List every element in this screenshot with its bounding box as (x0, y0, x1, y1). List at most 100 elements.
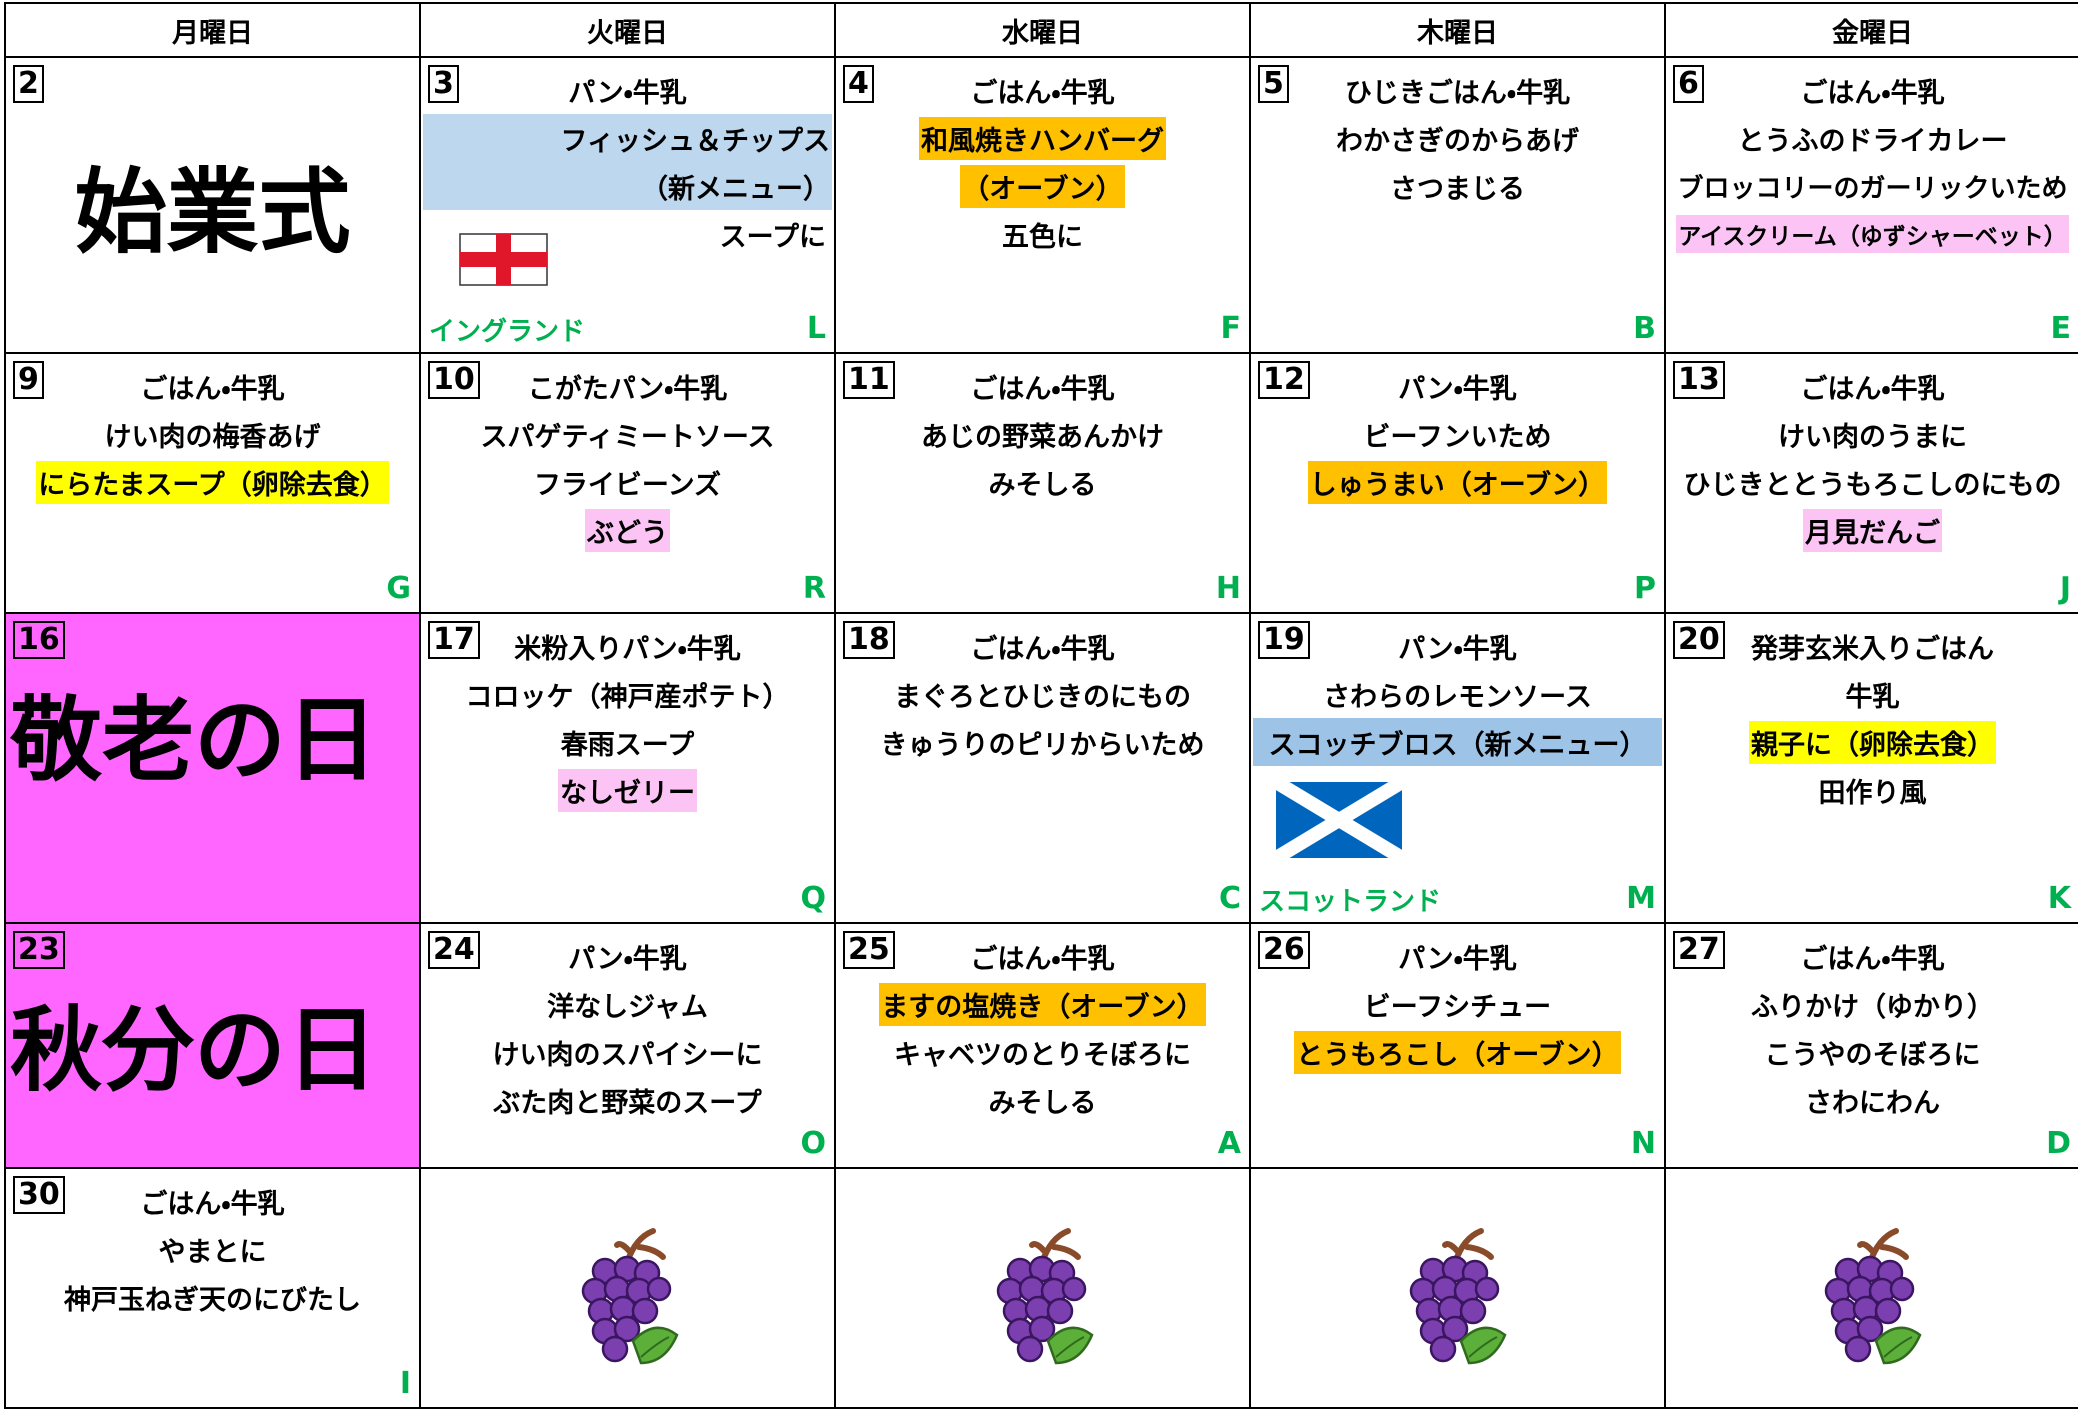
menu-line: ごはん・牛乳 (842, 622, 1243, 670)
menu-item: きゅうりのピリからいため (880, 729, 1205, 761)
menu-item: ビーフシチュー (1363, 991, 1552, 1023)
menu-line: にらたまスープ（卵除去食） (12, 458, 413, 506)
menu-item: ビーフンいため (1363, 421, 1552, 453)
menu-lines: ごはん・牛乳 和風焼きハンバーグ （オーブン） 五色に (842, 66, 1243, 258)
day-number: 19 (1258, 621, 1310, 659)
day-number: 20 (1673, 621, 1725, 659)
day-number: 12 (1258, 361, 1310, 399)
day-number: 3 (428, 65, 459, 103)
menu-item: （オーブン） (960, 164, 1125, 208)
dish-code: J (2059, 571, 2071, 606)
menu-lines: ごはん・牛乳まぐろとひじきのにもの きゅうりのピリからいため (842, 622, 1243, 766)
day-number: 30 (13, 1176, 65, 1214)
menu-item: 月見だんご (1803, 508, 1942, 552)
menu-line: みそしる (842, 1076, 1243, 1124)
day-cell: 5 ひじきごはん・牛乳 わかさぎのからあげ さつまじる B (1251, 58, 1664, 352)
day-number: 6 (1673, 65, 1704, 103)
day-number: 5 (1258, 65, 1289, 103)
menu-line: さつまじる (1257, 162, 1658, 210)
day-cell: 27 ごはん・牛乳 ふりかけ（ゆかり） こうやのそぼろに さわにわん D (1666, 924, 2078, 1167)
menu-line: フィッシュ＆チップス (423, 114, 832, 162)
menu-item: にらたまスープ（卵除去食） (36, 460, 389, 504)
dish-code: K (2047, 881, 2071, 916)
menu-line: 神戸玉ねぎ天のにびたし (12, 1273, 413, 1321)
weekday-header: 金曜日 (1666, 4, 2078, 56)
menu-lines: 発芽玄米入りごはん 牛乳 親子に（卵除去食） 田作り風 (1672, 622, 2073, 814)
grape-icon (1393, 1223, 1513, 1373)
menu-line: （新メニュー） (423, 162, 832, 210)
weekday-header: 木曜日 (1251, 4, 1664, 56)
menu-item: ひじきととうもろこしのにもの (1683, 469, 2062, 501)
menu-item: パン・牛乳 (1398, 633, 1517, 665)
country-label: イングランド (429, 317, 586, 347)
day-number: 26 (1258, 931, 1310, 969)
menu-line: けい肉のスパイシーに (427, 1028, 828, 1076)
menu-item: 田作り風 (1818, 777, 1927, 809)
menu-lines: ごはん・牛乳 ふりかけ（ゆかり） こうやのそぼろに さわにわん (1672, 932, 2073, 1124)
menu-item: けい肉の梅香あげ (104, 421, 321, 453)
dish-code: N (1630, 1126, 1656, 1161)
menu-item: ブロッコリーのガーリックいため (1677, 173, 2068, 204)
menu-calendar: 月曜日 火曜日 水曜日 木曜日 金曜日 2 始業式 3 パン・牛乳 フィッシュ＆チップス （新メニュ… (4, 2, 2078, 1409)
menu-line: まぐろとひじきのにもの (842, 670, 1243, 718)
menu-line: 発芽玄米入りごはん (1672, 622, 2073, 670)
menu-line: ごはん・牛乳 (1672, 66, 2073, 114)
day-number: 16 (13, 621, 65, 659)
menu-item: 発芽玄米入りごはん (1751, 633, 1994, 665)
menu-lines: ひじきごはん・牛乳 わかさぎのからあげ さつまじる (1257, 66, 1658, 210)
day-cell: 26 パン・牛乳ビーフシチューとうもろこし（オーブン） N (1251, 924, 1664, 1167)
menu-line: ごはん・牛乳 (1672, 932, 2073, 980)
dish-code: M (1626, 881, 1656, 916)
menu-line: なしゼリー (427, 766, 828, 814)
menu-line: ごはん・牛乳 (842, 66, 1243, 114)
menu-line: パン・牛乳 (1257, 362, 1658, 410)
menu-lines: パン・牛乳ビーフンいためしゅうまい（オーブン） (1257, 362, 1658, 506)
menu-lines: ごはん・牛乳 とうふのドライカレー ブロッコリーのガーリックいため アイスクリーム（ゆ… (1672, 66, 2073, 258)
day-number: 25 (843, 931, 895, 969)
menu-item: ぶどう (585, 508, 670, 552)
menu-item: 和風焼きハンバーグ (919, 116, 1166, 160)
menu-item: 春雨スープ (560, 729, 695, 761)
day-number: 18 (843, 621, 895, 659)
menu-line: さわにわん (1672, 1076, 2073, 1124)
grape-icon (1808, 1223, 1928, 1373)
menu-line: さわらのレモンソース (1257, 670, 1658, 718)
menu-item: ごはん・牛乳 (970, 373, 1115, 405)
grape-icon (565, 1223, 685, 1373)
menu-line: ビーフシチュー (1257, 980, 1658, 1028)
menu-item: キャベツのとりそぼろに (894, 1039, 1191, 1071)
menu-item: ごはん・牛乳 (1800, 943, 1945, 975)
menu-lines: ごはん・牛乳 やまとに 神戸玉ねぎ天のにびたし (12, 1177, 413, 1321)
menu-line: フライビーンズ (427, 458, 828, 506)
menu-item: みそしる (988, 469, 1097, 501)
menu-line: キャベツのとりそぼろに (842, 1028, 1243, 1076)
country-label: スコットランド (1259, 887, 1442, 917)
menu-item: わかさぎのからあげ (1336, 125, 1579, 157)
day-cell: 30 ごはん・牛乳 やまとに 神戸玉ねぎ天のにびたし I (6, 1169, 419, 1407)
day-cell: 23 秋分の日 (6, 924, 419, 1167)
menu-line: ごはん・牛乳 (12, 362, 413, 410)
menu-item: しゅうまい（オーブン） (1307, 460, 1608, 504)
menu-item: ごはん・牛乳 (140, 373, 285, 405)
event-title: 始業式 (74, 159, 351, 266)
menu-line: ひじきととうもろこしのにもの (1672, 458, 2073, 506)
england-flag (459, 233, 548, 286)
menu-item: フライビーンズ (533, 469, 722, 501)
menu-item: まぐろとひじきのにもの (894, 681, 1191, 713)
day-cell: 10 こがたパン・牛乳 スパゲティミートソース フライビーンズ ぶどう R (421, 354, 834, 612)
menu-line: あじの野菜あんかけ (842, 410, 1243, 458)
dish-code: H (1215, 571, 1241, 606)
menu-item: とうもろこし（オーブン） (1294, 1030, 1621, 1074)
menu-item: ごはん・牛乳 (1800, 77, 1945, 109)
menu-item: パン・牛乳 (1398, 943, 1517, 975)
menu-line: パン・牛乳 (427, 932, 828, 980)
menu-item: あじの野菜あんかけ (921, 421, 1164, 453)
weekday-header: 火曜日 (421, 4, 834, 56)
day-number: 11 (843, 361, 895, 399)
menu-line: こがたパン・牛乳 (427, 362, 828, 410)
menu-line: ごはん・牛乳 (12, 1177, 413, 1225)
day-number: 23 (13, 931, 65, 969)
menu-line: ぶどう (427, 506, 828, 554)
menu-line: ごはん・牛乳 (1672, 362, 2073, 410)
menu-line: スコッチブロス（新メニュー） (1253, 718, 1662, 766)
